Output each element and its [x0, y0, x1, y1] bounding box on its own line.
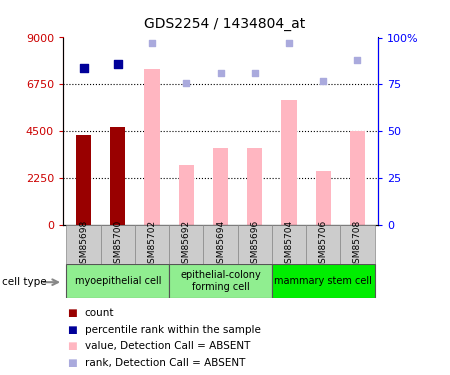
Text: ■: ■	[68, 308, 77, 318]
Text: ■: ■	[68, 325, 77, 334]
Text: GSM85700: GSM85700	[113, 220, 122, 269]
Bar	[213, 148, 228, 225]
Text: ■: ■	[68, 341, 77, 351]
Text: mammary stem cell: mammary stem cell	[274, 276, 372, 286]
Bar	[179, 165, 194, 225]
Point	[114, 61, 122, 67]
Text: cell type: cell type	[2, 277, 47, 287]
Bar	[110, 127, 126, 225]
Bar	[272, 264, 374, 298]
Text: GSM85704: GSM85704	[284, 220, 293, 269]
Bar	[203, 225, 238, 264]
Bar	[238, 225, 272, 264]
Point	[148, 40, 156, 46]
Point	[217, 70, 224, 76]
Bar	[281, 100, 297, 225]
Bar	[76, 135, 91, 225]
Bar	[272, 225, 306, 264]
Text: myoepithelial cell: myoepithelial cell	[75, 276, 161, 286]
Bar	[340, 225, 374, 264]
Bar	[306, 225, 340, 264]
Text: GSM85694: GSM85694	[216, 220, 225, 269]
Text: ■: ■	[68, 358, 77, 368]
Bar	[67, 264, 169, 298]
Bar	[315, 171, 331, 225]
Point	[80, 64, 87, 70]
Bar	[169, 264, 272, 298]
Text: rank, Detection Call = ABSENT: rank, Detection Call = ABSENT	[85, 358, 245, 368]
Text: percentile rank within the sample: percentile rank within the sample	[85, 325, 261, 334]
Bar	[135, 225, 169, 264]
Bar	[144, 69, 160, 225]
Text: GSM85706: GSM85706	[319, 220, 328, 269]
Bar	[247, 148, 262, 225]
Point	[285, 40, 292, 46]
Text: epithelial-colony
forming cell: epithelial-colony forming cell	[180, 270, 261, 292]
Text: GSM85692: GSM85692	[182, 220, 191, 269]
Text: GDS2254 / 1434804_at: GDS2254 / 1434804_at	[144, 17, 306, 32]
Point	[354, 57, 361, 63]
Bar	[101, 225, 135, 264]
Bar	[169, 225, 203, 264]
Text: count: count	[85, 308, 114, 318]
Text: GSM85698: GSM85698	[79, 220, 88, 269]
Text: GSM85696: GSM85696	[250, 220, 259, 269]
Text: GSM85702: GSM85702	[148, 220, 157, 269]
Point	[183, 80, 190, 86]
Bar	[350, 131, 365, 225]
Point	[320, 78, 327, 84]
Point	[251, 70, 258, 76]
Text: value, Detection Call = ABSENT: value, Detection Call = ABSENT	[85, 341, 250, 351]
Text: GSM85708: GSM85708	[353, 220, 362, 269]
Bar	[67, 225, 101, 264]
